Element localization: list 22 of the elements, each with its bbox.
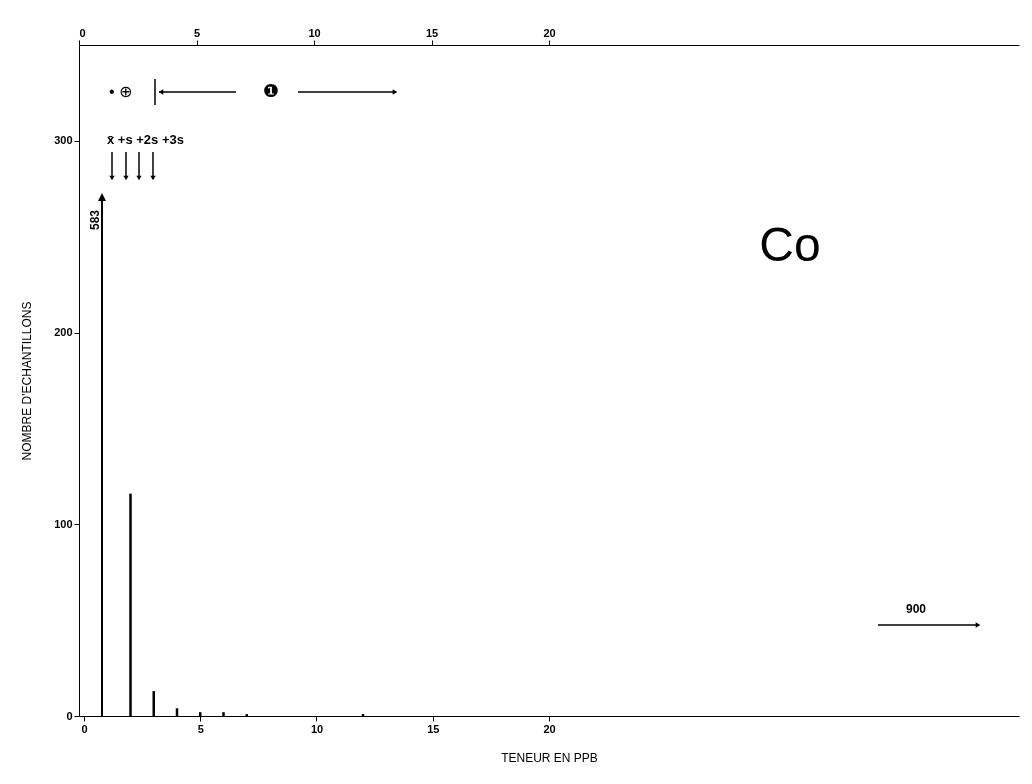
annotation: ❶	[262, 81, 280, 101]
y-tick-label: 0	[66, 709, 73, 722]
x-tick-label: 20	[543, 26, 556, 39]
x-axis-title: TENEUR EN PPB	[501, 750, 598, 765]
x2-tick-label: 20	[543, 722, 556, 735]
annotation: Co	[759, 218, 821, 271]
x-tick-label: 15	[425, 26, 439, 39]
annotation: 583	[88, 209, 102, 231]
x2-tick-label: 15	[427, 722, 440, 735]
x-tick-label: 10	[308, 26, 321, 39]
x-tick-label: 5	[193, 26, 201, 39]
x2-tick-label: 10	[310, 722, 324, 735]
y-axis-title: NOMBRE D'ECHANTILLONS	[20, 301, 35, 461]
y-tick-label: 100	[54, 517, 73, 530]
y-tick-label: 300	[54, 134, 73, 147]
x2-tick-label: 5	[197, 722, 204, 735]
annotation: • ⊕	[109, 83, 133, 100]
annotation: 900	[905, 602, 927, 616]
y-tick-label: 200	[54, 326, 73, 339]
annotation: x̄ +s +2s +3s	[107, 132, 184, 147]
x2-tick-label: 0	[81, 722, 88, 735]
x-tick-label: 0	[79, 26, 86, 39]
